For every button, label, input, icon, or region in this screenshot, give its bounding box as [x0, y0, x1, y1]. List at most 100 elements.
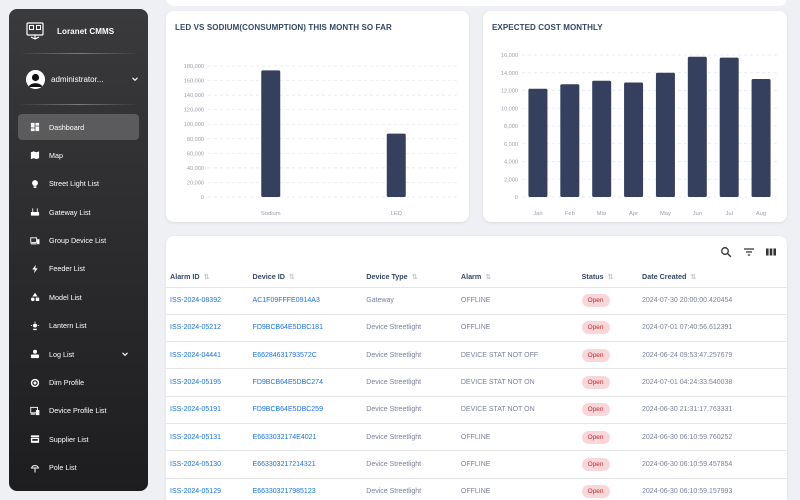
sidebar-item-dim-profile[interactable]: Dim Profile — [18, 370, 139, 396]
search-icon[interactable] — [720, 246, 732, 258]
user-menu[interactable]: administrator... — [9, 54, 148, 104]
x-tick-label: Jan — [533, 211, 542, 217]
sidebar-item-label: Pole List — [49, 463, 77, 473]
sort-icon[interactable]: ⇅ — [690, 273, 697, 281]
column-header-label: Alarm ID — [170, 271, 200, 281]
table-row[interactable]: ISS-2024-05131 E6633032174E4021 Device Str… — [166, 423, 787, 452]
y-tick-label: 12,000 — [501, 89, 518, 95]
sort-icon[interactable]: ⇅ — [411, 273, 418, 281]
sort-icon[interactable]: ⇅ — [485, 273, 492, 281]
sort-icon[interactable]: ⇅ — [203, 273, 210, 281]
log-icon — [30, 349, 40, 359]
device-id-link[interactable]: AC1F09FFFE0914A3 — [252, 297, 320, 305]
table-cell: OFFLINE — [460, 297, 491, 305]
bar-jan[interactable] — [528, 88, 548, 197]
bar-apr[interactable] — [624, 82, 644, 197]
bar-aug[interactable] — [751, 78, 771, 197]
table-cell: OFFLINE — [460, 433, 491, 441]
device-id-link[interactable]: E66284631793572C — [252, 351, 317, 359]
top-card-edge — [166, 0, 787, 6]
device-id-link[interactable]: E663303217214321 — [252, 460, 316, 468]
device-id-link[interactable]: FD9BCB64E5DBC181 — [252, 324, 323, 332]
bar-feb[interactable] — [560, 84, 580, 197]
sidebar-item-label: Dashboard — [49, 122, 85, 132]
device-id-link[interactable]: E6633032174E4021 — [252, 433, 317, 441]
sidebar-item-map[interactable]: Map — [18, 142, 139, 168]
alarm-id-link[interactable]: ISS-2024-08392 — [170, 297, 221, 305]
divider — [18, 104, 139, 105]
column-header-alarm-id[interactable]: Alarm ID ⇅ — [166, 266, 253, 288]
bar-jul[interactable] — [719, 57, 739, 197]
bar-led[interactable] — [386, 133, 406, 197]
sidebar-item-feeder-list[interactable]: Feeder List — [18, 256, 139, 282]
y-tick-label: 16,000 — [501, 53, 518, 59]
device-id-link[interactable]: E663303217985123 — [252, 488, 316, 496]
y-tick-label: 120,000 — [184, 108, 204, 114]
column-header-alarm[interactable]: Alarm ⇅ — [460, 266, 582, 288]
sidebar-item-device-profile-list[interactable]: Device Profile List — [18, 398, 139, 424]
sidebar-item-log-list[interactable]: Log List — [18, 341, 139, 367]
sidebar-item-model-list[interactable]: Model List — [18, 284, 139, 310]
filter-icon[interactable] — [743, 246, 755, 258]
alarm-id-link[interactable]: ISS-2024-05191 — [170, 406, 221, 414]
table-row[interactable]: ISS-2024-05191 FD9BCB64E5DBC259 Device Str… — [166, 396, 787, 424]
table-row[interactable]: ISS-2024-05212 FD9BCB64E5DBC181 Device Str… — [166, 314, 787, 343]
table-cell: OFFLINE — [460, 488, 491, 496]
column-header-device-type[interactable]: Device Type ⇅ — [366, 266, 461, 288]
table-row[interactable]: ISS-2024-05195 FD9BCB64E5DBC274 Device Str… — [166, 368, 787, 397]
bar-sodium[interactable] — [261, 70, 281, 197]
x-tick-label: Jul — [725, 211, 732, 217]
table-row[interactable]: ISS-2024-04441 E66284631793572C Device Str… — [166, 341, 787, 370]
sidebar-item-label: Feeder List — [49, 264, 85, 274]
brand[interactable]: Loranet CMMS — [9, 9, 148, 53]
y-tick-label: 14,000 — [501, 71, 518, 77]
view-column-icon[interactable] — [765, 246, 777, 258]
sidebar-item-lantern-list[interactable]: Lantern List — [18, 313, 139, 339]
device-id-link[interactable]: FD9BCB64E5DBC274 — [252, 379, 323, 387]
sort-icon[interactable]: ⇅ — [607, 273, 614, 281]
alarm-id-link[interactable]: ISS-2024-05195 — [170, 379, 221, 387]
router-icon — [30, 208, 40, 216]
column-header-device-id[interactable]: Device ID ⇅ — [252, 266, 367, 288]
table-cell: 2024-07-01 07:40:56.612391 — [642, 324, 733, 332]
alarm-id-link[interactable]: ISS-2024-05212 — [170, 324, 221, 332]
dashboard-icon — [30, 122, 40, 132]
sort-icon[interactable]: ⇅ — [288, 273, 295, 281]
alarm-id-link[interactable]: ISS-2024-05131 — [170, 433, 221, 441]
bar-mar[interactable] — [592, 80, 612, 197]
sidebar-item-label: Street Light List — [49, 179, 99, 189]
y-tick-label: 10,000 — [501, 106, 518, 112]
sidebar-item-pole-list[interactable]: Pole List — [18, 455, 139, 481]
table-row[interactable]: ISS-2024-08392 AC1F09FFFE0914A3 Gateway OFF… — [166, 287, 787, 315]
user-name: administrator... — [51, 74, 104, 84]
chart-title: LED VS SODIUM(CONSUMPTION) THIS MONTH SO… — [175, 23, 392, 32]
sidebar-item-dashboard[interactable]: Dashboard — [18, 114, 139, 140]
alarm-id-link[interactable]: ISS-2024-05129 — [170, 488, 221, 496]
x-tick-label: Aug — [756, 211, 766, 217]
device-id-link[interactable]: FD9BCB64E5DBC259 — [252, 406, 323, 414]
table-cell: 2024-06-30 21:31:17.763331 — [642, 406, 733, 414]
expected-cost-chart: 0 2,000 4,000 6,000 8,000 10,000 12,000 14,000 1… — [501, 53, 777, 217]
table-row[interactable]: ISS-2024-05130 E663303217214321 Device Str… — [166, 450, 787, 479]
sidebar-item-street-light-list[interactable]: Street Light List — [18, 171, 139, 197]
column-header-label: Date Created — [642, 271, 687, 281]
status-badge: Open — [581, 430, 610, 444]
sidebar-item-supplier-list[interactable]: Supplier List — [18, 426, 139, 452]
table-row[interactable]: ISS-2024-05129 E663303217985123 Device Str… — [166, 478, 787, 500]
column-header-status[interactable]: Status ⇅ — [581, 266, 643, 288]
column-header-date-created[interactable]: Date Created ⇅ — [642, 266, 787, 288]
bolt-icon — [32, 264, 38, 274]
alarm-id-link[interactable]: ISS-2024-04441 — [170, 351, 221, 359]
bar-may[interactable] — [655, 72, 675, 197]
table-cell: DEVICE STAT NOT ON — [460, 379, 535, 387]
status-badge: Open — [581, 376, 610, 390]
sidebar-item-label: Log List — [49, 349, 75, 359]
avatar — [26, 69, 45, 89]
sidebar-item-gateway-list[interactable]: Gateway List — [18, 199, 139, 225]
alarm-id-link[interactable]: ISS-2024-05130 — [170, 460, 221, 468]
expected-cost-card: EXPECTED COST MONTHLY 0 2,000 4,000 6,000 8,… — [483, 11, 787, 222]
column-header-label: Device Type — [366, 271, 408, 281]
bar-jun[interactable] — [687, 56, 707, 198]
sidebar-item-group-device-list[interactable]: Group Device List — [18, 228, 139, 254]
chevron-down-icon[interactable] — [131, 75, 139, 83]
